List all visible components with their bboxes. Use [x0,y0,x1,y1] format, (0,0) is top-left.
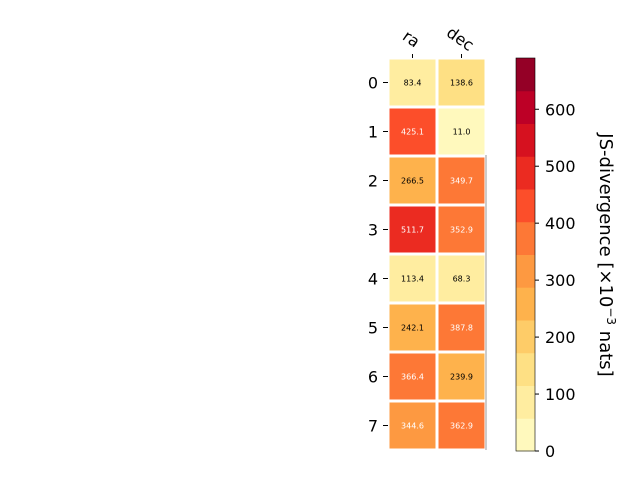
colorbar-segment [516,123,535,157]
cell-value-label: 366.4 [401,373,424,382]
row-labels: 0 1 2 3 4 5 6 7 [368,74,388,436]
cell-value-label: 113.4 [401,275,424,284]
colorbar-segment [516,156,535,190]
colorbar-tick-label: 300 [545,271,576,290]
colorbar-tick-label: 600 [545,100,576,119]
colorbar-segment [516,189,535,223]
heatmap-cell-r5-c0 [389,304,436,351]
row-label-4: 4 [368,270,378,289]
colorbar-segment [516,352,535,386]
colorbar-tick-label: 400 [545,214,576,233]
colorbar-segment [516,418,535,452]
heatmap-cell-r2-c1 [438,157,485,204]
heatmap-cell-r5-c1 [438,304,485,351]
heatmap-cells: 83.4 138.6 425.1 11.0 266.5 349.7 511.7 352.9 11… [389,59,487,450]
colorbar: 0 100 200 300 400 500 600 [515,57,576,461]
colorbar-segment [516,254,535,288]
colorbar-tick-label: 100 [545,385,576,404]
row-label-1: 1 [368,123,378,142]
cell-value-label: 242.1 [401,324,424,333]
cell-value-label: 83.4 [404,79,422,88]
heatmap-cell-r2-c0 [389,157,436,204]
column-label-ra: ra [399,26,423,51]
heatmap-cell-r7-c0 [389,402,436,449]
heatmap-cell-r3-c0 [389,206,436,253]
cell-value-label: 387.8 [450,324,473,333]
colorbar-tick-label: 500 [545,157,576,176]
row-label-5: 5 [368,319,378,338]
row-label-2: 2 [368,172,378,191]
cell-value-label: 352.9 [450,226,473,235]
row-label-7: 7 [368,417,378,436]
cell-value-label: 239.9 [450,373,473,382]
heatmap-cell-r4-c0 [389,255,436,302]
colorbar-segment [516,221,535,255]
cell-value-label: 138.6 [450,79,473,88]
colorbar-segment [516,385,535,419]
heatmap-cell-r7-c1 [438,402,485,449]
colorbar-segment [516,320,535,354]
cell-value-label: 511.7 [401,226,424,235]
heatmap-cell-r0-c0 [389,59,436,106]
cell-value-label: 266.5 [401,177,424,186]
heatmap-cell-r3-c1 [438,206,485,253]
cell-value-label: 11.0 [453,128,471,137]
heatmap-cell-r6-c1 [438,353,485,400]
column-labels: ra dec [399,23,478,58]
heatmap-cell-r0-c1 [438,59,485,106]
row-label-0: 0 [368,74,378,93]
colorbar-frame [515,57,536,452]
cell-value-label: 362.9 [450,422,473,431]
row-label-3: 3 [368,221,378,240]
colorbar-segment [516,58,535,92]
cell-value-label: 349.7 [450,177,473,186]
column-label-dec: dec [443,23,477,55]
colorbar-title: JS-divergence [×10−3 nats] [595,132,618,376]
cell-value-label: 344.6 [401,422,424,431]
colorbar-segment [516,90,535,124]
row-label-6: 6 [368,368,378,387]
cell-value-label: 68.3 [453,275,471,284]
colorbar-tick-label: 200 [545,328,576,347]
colorbar-segment [516,287,535,321]
cell-value-label: 425.1 [401,128,424,137]
heatmap-cell-r6-c0 [389,353,436,400]
heatmap-cell-r1-c0 [389,108,436,155]
colorbar-tick-label: 0 [545,442,555,461]
heatmap-cell-r4-c1 [438,255,485,302]
heatmap-cell-r1-c1 [438,108,485,155]
